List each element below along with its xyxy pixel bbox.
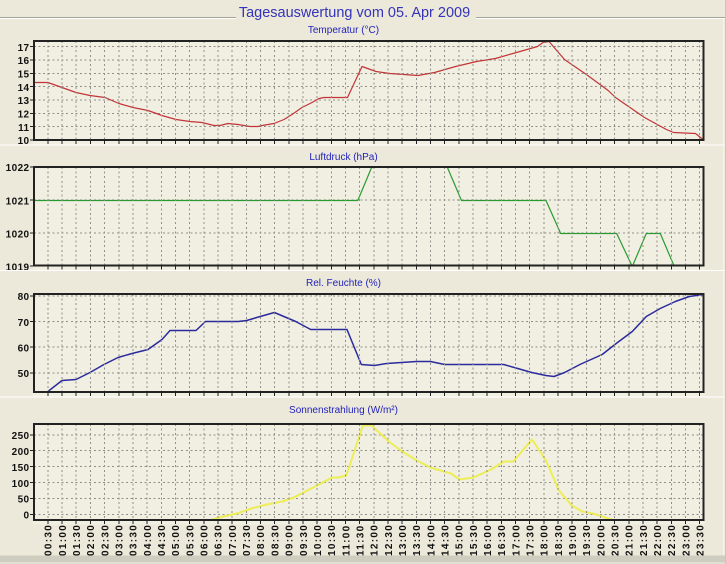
svg-text:70: 70 [18,318,30,329]
svg-text:11:00: 11:00 [341,524,352,556]
svg-text:05:00: 05:00 [171,524,182,556]
svg-text:50: 50 [18,369,30,380]
svg-text:20:00: 20:00 [596,524,607,556]
svg-text:13:30: 13:30 [412,524,423,556]
svg-text:Luftdruck (hPa): Luftdruck (hPa) [309,152,377,163]
svg-text:23:30: 23:30 [696,524,707,556]
svg-text:23:00: 23:00 [681,524,692,556]
svg-text:1022: 1022 [6,163,30,174]
svg-text:10: 10 [18,136,30,147]
svg-text:150: 150 [12,463,30,474]
svg-text:04:00: 04:00 [143,524,154,556]
svg-text:60: 60 [18,343,30,354]
svg-text:17: 17 [18,43,30,54]
svg-text:16:00: 16:00 [483,524,494,556]
svg-text:21:00: 21:00 [625,524,636,556]
svg-text:15: 15 [18,70,30,81]
svg-text:08:00: 08:00 [256,524,267,556]
svg-text:02:00: 02:00 [86,524,97,556]
svg-text:06:00: 06:00 [200,524,211,556]
svg-text:00:30: 00:30 [44,524,55,556]
svg-text:13:00: 13:00 [398,524,409,556]
svg-text:09:30: 09:30 [299,524,310,556]
svg-text:15:30: 15:30 [469,524,480,556]
svg-text:18:30: 18:30 [554,524,565,556]
svg-text:06:30: 06:30 [214,524,225,556]
svg-text:100: 100 [12,479,30,490]
svg-text:04:30: 04:30 [157,524,168,556]
svg-text:1019: 1019 [6,262,30,273]
svg-text:17:30: 17:30 [526,524,537,556]
svg-text:18:00: 18:00 [540,524,551,556]
svg-text:Tagesauswertung vom 05. Apr 20: Tagesauswertung vom 05. Apr 2009 [239,5,470,21]
svg-text:01:00: 01:00 [58,524,69,556]
svg-text:19:00: 19:00 [568,524,579,556]
svg-text:Temperatur (°C): Temperatur (°C) [308,25,379,36]
svg-text:10:00: 10:00 [313,524,324,556]
svg-text:12: 12 [18,110,30,121]
svg-text:10:30: 10:30 [327,524,338,556]
svg-text:1020: 1020 [6,229,30,240]
svg-text:03:30: 03:30 [129,524,140,556]
svg-text:Sonnenstrahlung (W/m²): Sonnenstrahlung (W/m²) [289,405,398,416]
svg-text:02:30: 02:30 [100,524,111,556]
svg-text:11: 11 [18,123,29,134]
svg-text:09:00: 09:00 [285,524,296,556]
svg-text:250: 250 [12,431,30,442]
svg-text:14:30: 14:30 [441,524,452,556]
svg-text:01:30: 01:30 [72,524,83,556]
svg-text:200: 200 [12,447,30,458]
svg-text:07:30: 07:30 [242,524,253,556]
svg-text:07:00: 07:00 [228,524,239,556]
svg-text:20:30: 20:30 [611,524,622,556]
svg-text:03:00: 03:00 [115,524,126,556]
svg-text:19:30: 19:30 [582,524,593,556]
svg-text:17:00: 17:00 [511,524,522,556]
svg-text:16:30: 16:30 [497,524,508,556]
svg-text:50: 50 [18,495,30,506]
svg-text:22:00: 22:00 [653,524,664,556]
svg-text:12:00: 12:00 [370,524,381,556]
svg-text:15:00: 15:00 [455,524,466,556]
svg-text:80: 80 [18,292,30,303]
svg-text:14: 14 [18,83,30,94]
svg-text:14:00: 14:00 [426,524,437,556]
svg-text:05:30: 05:30 [185,524,196,556]
svg-text:0: 0 [24,511,30,522]
svg-text:1021: 1021 [6,196,30,207]
svg-text:11:30: 11:30 [355,524,366,556]
svg-text:21:30: 21:30 [639,524,650,556]
svg-text:22:30: 22:30 [667,524,678,556]
svg-text:13: 13 [18,96,30,107]
svg-text:Rel. Feuchte (%): Rel. Feuchte (%) [306,278,381,289]
svg-text:08:30: 08:30 [270,524,281,556]
svg-text:12:30: 12:30 [384,524,395,556]
svg-text:16: 16 [18,56,30,67]
